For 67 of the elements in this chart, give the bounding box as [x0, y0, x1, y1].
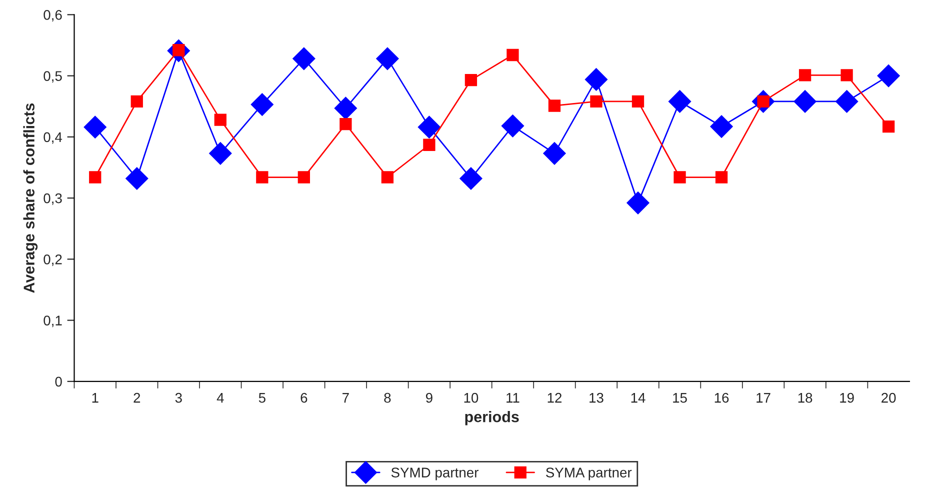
y-tick-label: 0,2	[44, 254, 62, 266]
point	[340, 118, 352, 130]
point	[710, 115, 733, 138]
x-tick-label: 1	[92, 393, 98, 403]
x-tick-label: 17	[756, 393, 770, 403]
point	[877, 64, 900, 88]
point	[798, 69, 812, 82]
point	[126, 167, 148, 190]
point	[250, 93, 274, 116]
x-tick-label: 3	[175, 392, 182, 403]
point	[543, 142, 566, 165]
x-tick-label: 5	[258, 393, 266, 403]
x-tick-label: 16	[714, 392, 729, 403]
point	[626, 192, 650, 214]
point	[674, 171, 686, 184]
x-tick-label: 2	[134, 392, 140, 403]
point	[715, 171, 728, 184]
x-tick-label: 10	[464, 392, 478, 403]
point	[376, 47, 399, 70]
point	[590, 95, 602, 108]
point	[632, 95, 644, 108]
x-tick-label: 18	[798, 392, 812, 403]
point	[835, 90, 858, 113]
point	[882, 120, 895, 133]
point	[334, 96, 358, 120]
point	[298, 171, 310, 184]
point	[84, 116, 106, 138]
x-tick-label: 12	[548, 392, 562, 403]
point	[464, 74, 478, 86]
point	[584, 68, 608, 91]
legend-label: SYMD partner	[391, 468, 478, 480]
point	[506, 48, 519, 62]
x-tick-label: 9	[426, 392, 432, 403]
point	[130, 95, 143, 108]
y-tick-label: 0,3	[44, 193, 62, 205]
x-axis-title: periods	[465, 411, 519, 426]
y-tick-label: 0,5	[44, 71, 62, 83]
x-tick-label: 20	[882, 392, 896, 403]
y-tick-label: 0,1	[44, 316, 62, 328]
legend-label: SYMA partner	[546, 468, 632, 480]
x-tick-label: 15	[673, 393, 687, 403]
x-tick-label: 8	[384, 392, 391, 403]
point	[418, 116, 441, 138]
point	[214, 114, 226, 126]
x-tick-label: 14	[631, 393, 646, 403]
point	[840, 69, 853, 82]
x-tick-label: 19	[840, 392, 854, 403]
x-tick-label: 13	[590, 392, 604, 403]
x-tick-label: 6	[300, 392, 308, 403]
y-tick-label: 0,4	[44, 132, 62, 144]
x-tick-label: 11	[506, 393, 520, 403]
point	[460, 167, 482, 190]
x-tick-label: 7	[342, 393, 349, 403]
point	[381, 171, 394, 184]
x-tick-label: 4	[216, 393, 224, 403]
y-axis-title: Average share of conflicts	[23, 103, 38, 293]
point	[548, 100, 561, 112]
y-tick-label: 0	[55, 376, 62, 387]
point	[794, 90, 816, 113]
point	[423, 138, 436, 151]
point	[209, 142, 232, 165]
point	[668, 90, 692, 113]
point	[501, 114, 524, 138]
point	[256, 171, 268, 184]
point	[89, 171, 102, 184]
y-tick-label: 0,6	[44, 10, 62, 22]
point	[292, 47, 316, 70]
